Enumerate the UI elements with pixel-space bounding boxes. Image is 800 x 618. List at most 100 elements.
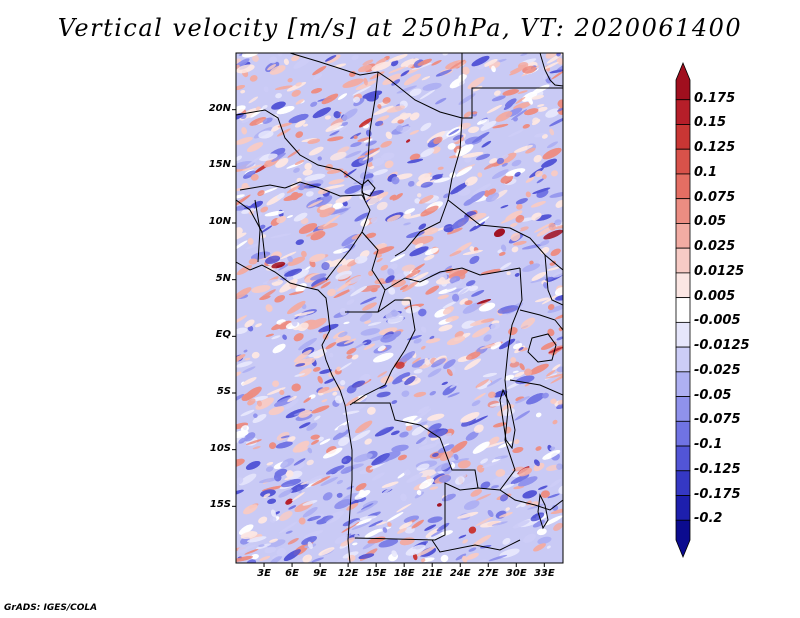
field-blob (420, 148, 435, 158)
field-blob (270, 555, 282, 563)
field-blob (287, 300, 306, 315)
field-blob (342, 258, 355, 266)
lon-tick-label: 18E (393, 568, 415, 579)
field-blob (425, 338, 441, 344)
field-blob (510, 232, 521, 242)
field-blob (481, 140, 492, 148)
field-blob (448, 268, 460, 276)
field-blob (464, 176, 478, 186)
field-blob (398, 351, 416, 364)
field-blob (262, 279, 279, 285)
field-blob (271, 101, 286, 110)
colorbar-label: -0.125 (694, 461, 741, 477)
field-blob (379, 385, 388, 389)
field-blob (307, 515, 321, 522)
field-blob (376, 115, 390, 122)
field-blob (293, 349, 312, 363)
field-blob (514, 273, 520, 277)
field-blob (477, 119, 488, 125)
field-blob (507, 129, 524, 138)
lon-tick-label: 33E (533, 568, 555, 579)
colorbar-label: 0.125 (694, 140, 736, 156)
field-blob (435, 432, 452, 445)
field-blob (476, 464, 485, 473)
colorbar-segment (675, 445, 691, 472)
colorbar-segment (675, 495, 691, 521)
field-blob (241, 392, 254, 401)
colorbar-segment (675, 470, 691, 496)
field-blob (388, 54, 408, 62)
field-blob (236, 85, 246, 91)
field-blob (267, 387, 286, 396)
field-blob (339, 307, 348, 316)
lon-tick-label: 9E (313, 568, 327, 579)
field-blob (524, 108, 539, 116)
field-blob (325, 122, 343, 132)
field-blob (291, 90, 301, 97)
field-blob (297, 183, 306, 191)
field-blob (346, 347, 357, 355)
field-blob (552, 419, 558, 425)
field-blob (262, 105, 268, 109)
field-blob (364, 320, 372, 324)
field-blob (416, 176, 435, 187)
field-blob (404, 376, 416, 385)
field-blob (346, 502, 359, 511)
field-blob (341, 108, 358, 121)
field-blob (247, 536, 267, 543)
field-blob (463, 111, 472, 118)
field-blob (489, 402, 504, 407)
field-blob (437, 294, 449, 300)
field-blob (279, 521, 298, 534)
field-blob (490, 341, 502, 350)
field-blob (499, 262, 512, 270)
field-blob (543, 282, 548, 289)
field-blob (537, 104, 545, 107)
field-blob (497, 305, 519, 314)
field-blob (388, 263, 398, 271)
field-blob (265, 333, 274, 337)
border-algeria-niger (289, 53, 463, 119)
field-blob (494, 455, 509, 460)
field-blob (468, 126, 480, 133)
colorbar-label: 0.1 (694, 164, 718, 180)
field-blob (251, 285, 271, 293)
field-blob (416, 490, 422, 496)
field-blob (413, 408, 432, 421)
field-blob (481, 268, 502, 275)
field-blob (376, 191, 389, 199)
field-blob (449, 458, 470, 464)
field-blob (355, 483, 367, 491)
field-blob (279, 278, 298, 293)
field-blob (241, 117, 252, 123)
field-blob (486, 104, 503, 114)
field-blob (517, 90, 528, 94)
field-blob (363, 343, 376, 350)
field-blob (238, 546, 248, 553)
field-blob (335, 195, 352, 204)
field-blob (338, 436, 350, 447)
lat-tick-label: 10N (208, 216, 231, 227)
field-blob (491, 521, 508, 526)
field-blob (468, 415, 488, 426)
field-blob (479, 343, 496, 350)
field-blob (464, 300, 473, 305)
field-blob (275, 93, 282, 99)
field-blob (363, 77, 368, 86)
field-blob (276, 128, 291, 137)
field-blob (542, 74, 548, 80)
field-blob (435, 69, 452, 77)
field-blob (348, 285, 355, 292)
field-blob (524, 382, 531, 387)
field-blob (431, 60, 442, 66)
field-blob (320, 281, 331, 289)
field-blob (429, 391, 436, 396)
field-blob (252, 54, 259, 62)
field-blob (286, 215, 293, 219)
field-blob (411, 519, 424, 529)
field-blob (400, 58, 420, 68)
field-blob (293, 56, 312, 69)
lat-tick-label: 15S (209, 499, 231, 511)
field-blob (501, 162, 508, 167)
